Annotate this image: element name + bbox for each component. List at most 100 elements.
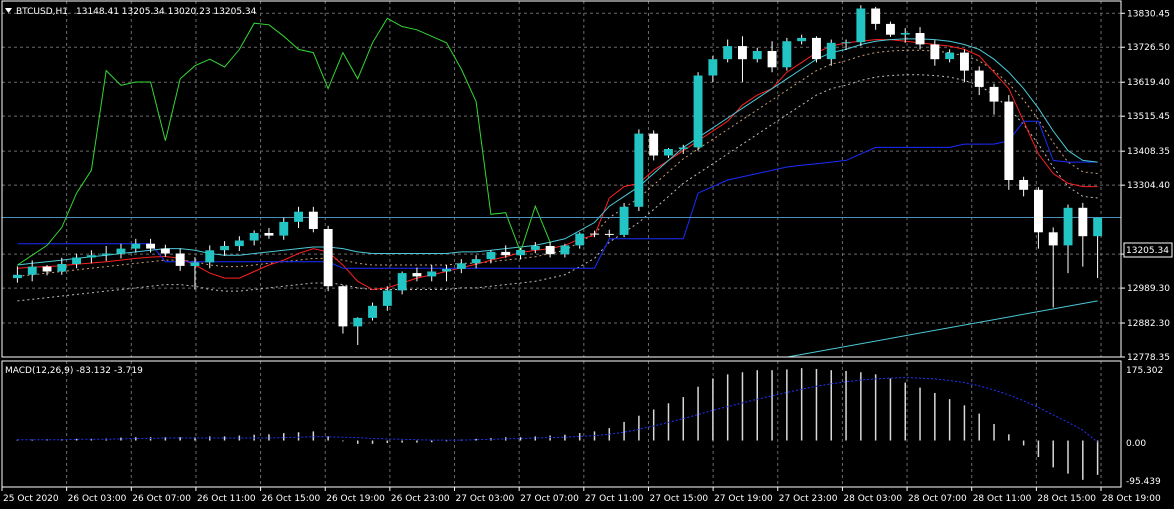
candle-bull: [782, 41, 792, 68]
candle-bull: [220, 246, 229, 251]
candle-bull: [708, 59, 718, 76]
candle-bear: [590, 233, 599, 235]
candle-bear: [886, 23, 895, 35]
candle-bear: [160, 248, 170, 254]
x-tick-label: 25 Oct 2020: [3, 494, 59, 504]
long-term-ma-line: [786, 300, 1098, 358]
price-panel-frame: [1, 0, 1122, 358]
candle-bull: [752, 51, 762, 60]
macd-label: MACD(12,26,9) -83.132 -3.719: [5, 366, 143, 376]
candle-bear: [930, 44, 940, 60]
candle-bull: [826, 42, 836, 60]
candle-bull: [116, 248, 126, 254]
candle-bear: [323, 229, 333, 287]
y-tick-label: 13408.35: [1127, 147, 1170, 157]
candle-bull: [294, 211, 303, 222]
candle-bull: [678, 147, 688, 149]
candle-bull: [456, 263, 466, 269]
y-tick-label: 13515.45: [1127, 112, 1170, 122]
x-tick-label: 27 Oct 23:00: [779, 494, 838, 504]
candle-bull: [72, 257, 81, 264]
y-tick-label: 12882.30: [1127, 319, 1170, 329]
candle-bear: [42, 266, 52, 272]
x-tick-label: 28 Oct 11:00: [973, 494, 1032, 504]
ohlc-readout: 13148.41 13205.34 13020.23 13205.34: [76, 7, 257, 17]
candle-bear: [501, 251, 511, 256]
indicator-line-red: [17, 39, 1098, 291]
grid: [1, 1, 1121, 487]
candle-bull: [841, 42, 851, 44]
candle-bear: [1019, 180, 1029, 190]
indicator-line-blue: [17, 120, 1098, 269]
x-tick-label: 26 Oct 11:00: [197, 494, 256, 504]
y-tick-label: 13830.45: [1127, 9, 1170, 19]
candle-bull: [101, 253, 111, 256]
candle-bull: [190, 262, 200, 266]
candle-bear: [1004, 101, 1014, 180]
senkou-span-a: [17, 49, 1098, 277]
candles: [13, 5, 1103, 346]
candle-bull: [368, 305, 377, 318]
candle-bear: [146, 243, 155, 249]
senkou-span-b: [17, 74, 1098, 302]
x-tick-label: 28 Oct 07:00: [908, 494, 967, 504]
x-tick-label: 28 Oct 19:00: [1102, 494, 1161, 504]
candle-bear: [812, 37, 821, 60]
candle-bull: [634, 133, 644, 207]
candle-bear: [308, 211, 318, 229]
candle-bull: [427, 271, 437, 277]
x-tick-label: 27 Oct 11:00: [585, 494, 644, 504]
candle-bull: [486, 251, 496, 260]
candle-bull: [1063, 207, 1073, 246]
macd-signal-line: [17, 377, 1098, 443]
candle-bear: [175, 253, 185, 266]
x-tick-label: 27 Oct 07:00: [520, 494, 579, 504]
candle-bull: [471, 259, 481, 264]
dropdown-triangle-icon[interactable]: [5, 8, 12, 13]
y-tick-label: 12989.30: [1127, 284, 1170, 294]
candle-bear: [767, 51, 777, 68]
time-axis: 25 Oct 2020 26 Oct 03:00 26 Oct 07:00 26 Oc…: [1, 487, 1161, 504]
macd-scale-zero: 0.00: [1126, 439, 1146, 449]
candle-bull: [205, 250, 215, 263]
candle-bull: [900, 33, 910, 35]
x-tick-label: 26 Oct 15:00: [262, 494, 321, 504]
x-tick-label: 26 Oct 03:00: [68, 494, 127, 504]
candle-bear: [338, 286, 348, 327]
candle-bear: [649, 133, 659, 156]
candle-bear: [738, 46, 747, 60]
candle-bull: [856, 8, 866, 43]
frame: [1, 0, 1122, 488]
candle-bull: [397, 273, 407, 291]
candle-bear: [989, 86, 999, 102]
candle-bear: [915, 33, 925, 45]
symbol-label: BTCUSD,H1: [16, 7, 68, 17]
candle-bull: [442, 268, 451, 272]
candle-bull: [13, 274, 22, 279]
candle-bull: [530, 246, 540, 250]
candle-bear: [1034, 189, 1043, 233]
candle-bear: [974, 70, 984, 87]
candle-bull: [1093, 217, 1103, 237]
candle-bear: [1048, 232, 1058, 246]
candle-bull: [693, 75, 703, 148]
candle-bear: [871, 8, 881, 24]
indicator-line-chikou: [17, 17, 551, 266]
candle-bull: [131, 243, 141, 249]
x-tick-label: 26 Oct 07:00: [132, 494, 191, 504]
y-tick-label: 13619.40: [1127, 78, 1170, 88]
x-tick-label: 27 Oct 15:00: [649, 494, 708, 504]
candle-bull: [664, 149, 673, 156]
y-tick-label: 13726.50: [1127, 43, 1170, 53]
y-tick-label: 12778.35: [1127, 353, 1170, 363]
macd-scale-bottom: -95.439: [1126, 477, 1161, 487]
candle-bull: [234, 240, 244, 247]
macd-panel: [16, 368, 1099, 480]
indicator-lines: [2, 17, 1121, 358]
candle-bull: [249, 233, 259, 241]
candle-bull: [723, 46, 733, 60]
candle-bull: [353, 317, 363, 327]
x-tick-label: 26 Oct 19:00: [326, 494, 385, 504]
candle-bull: [516, 250, 525, 256]
